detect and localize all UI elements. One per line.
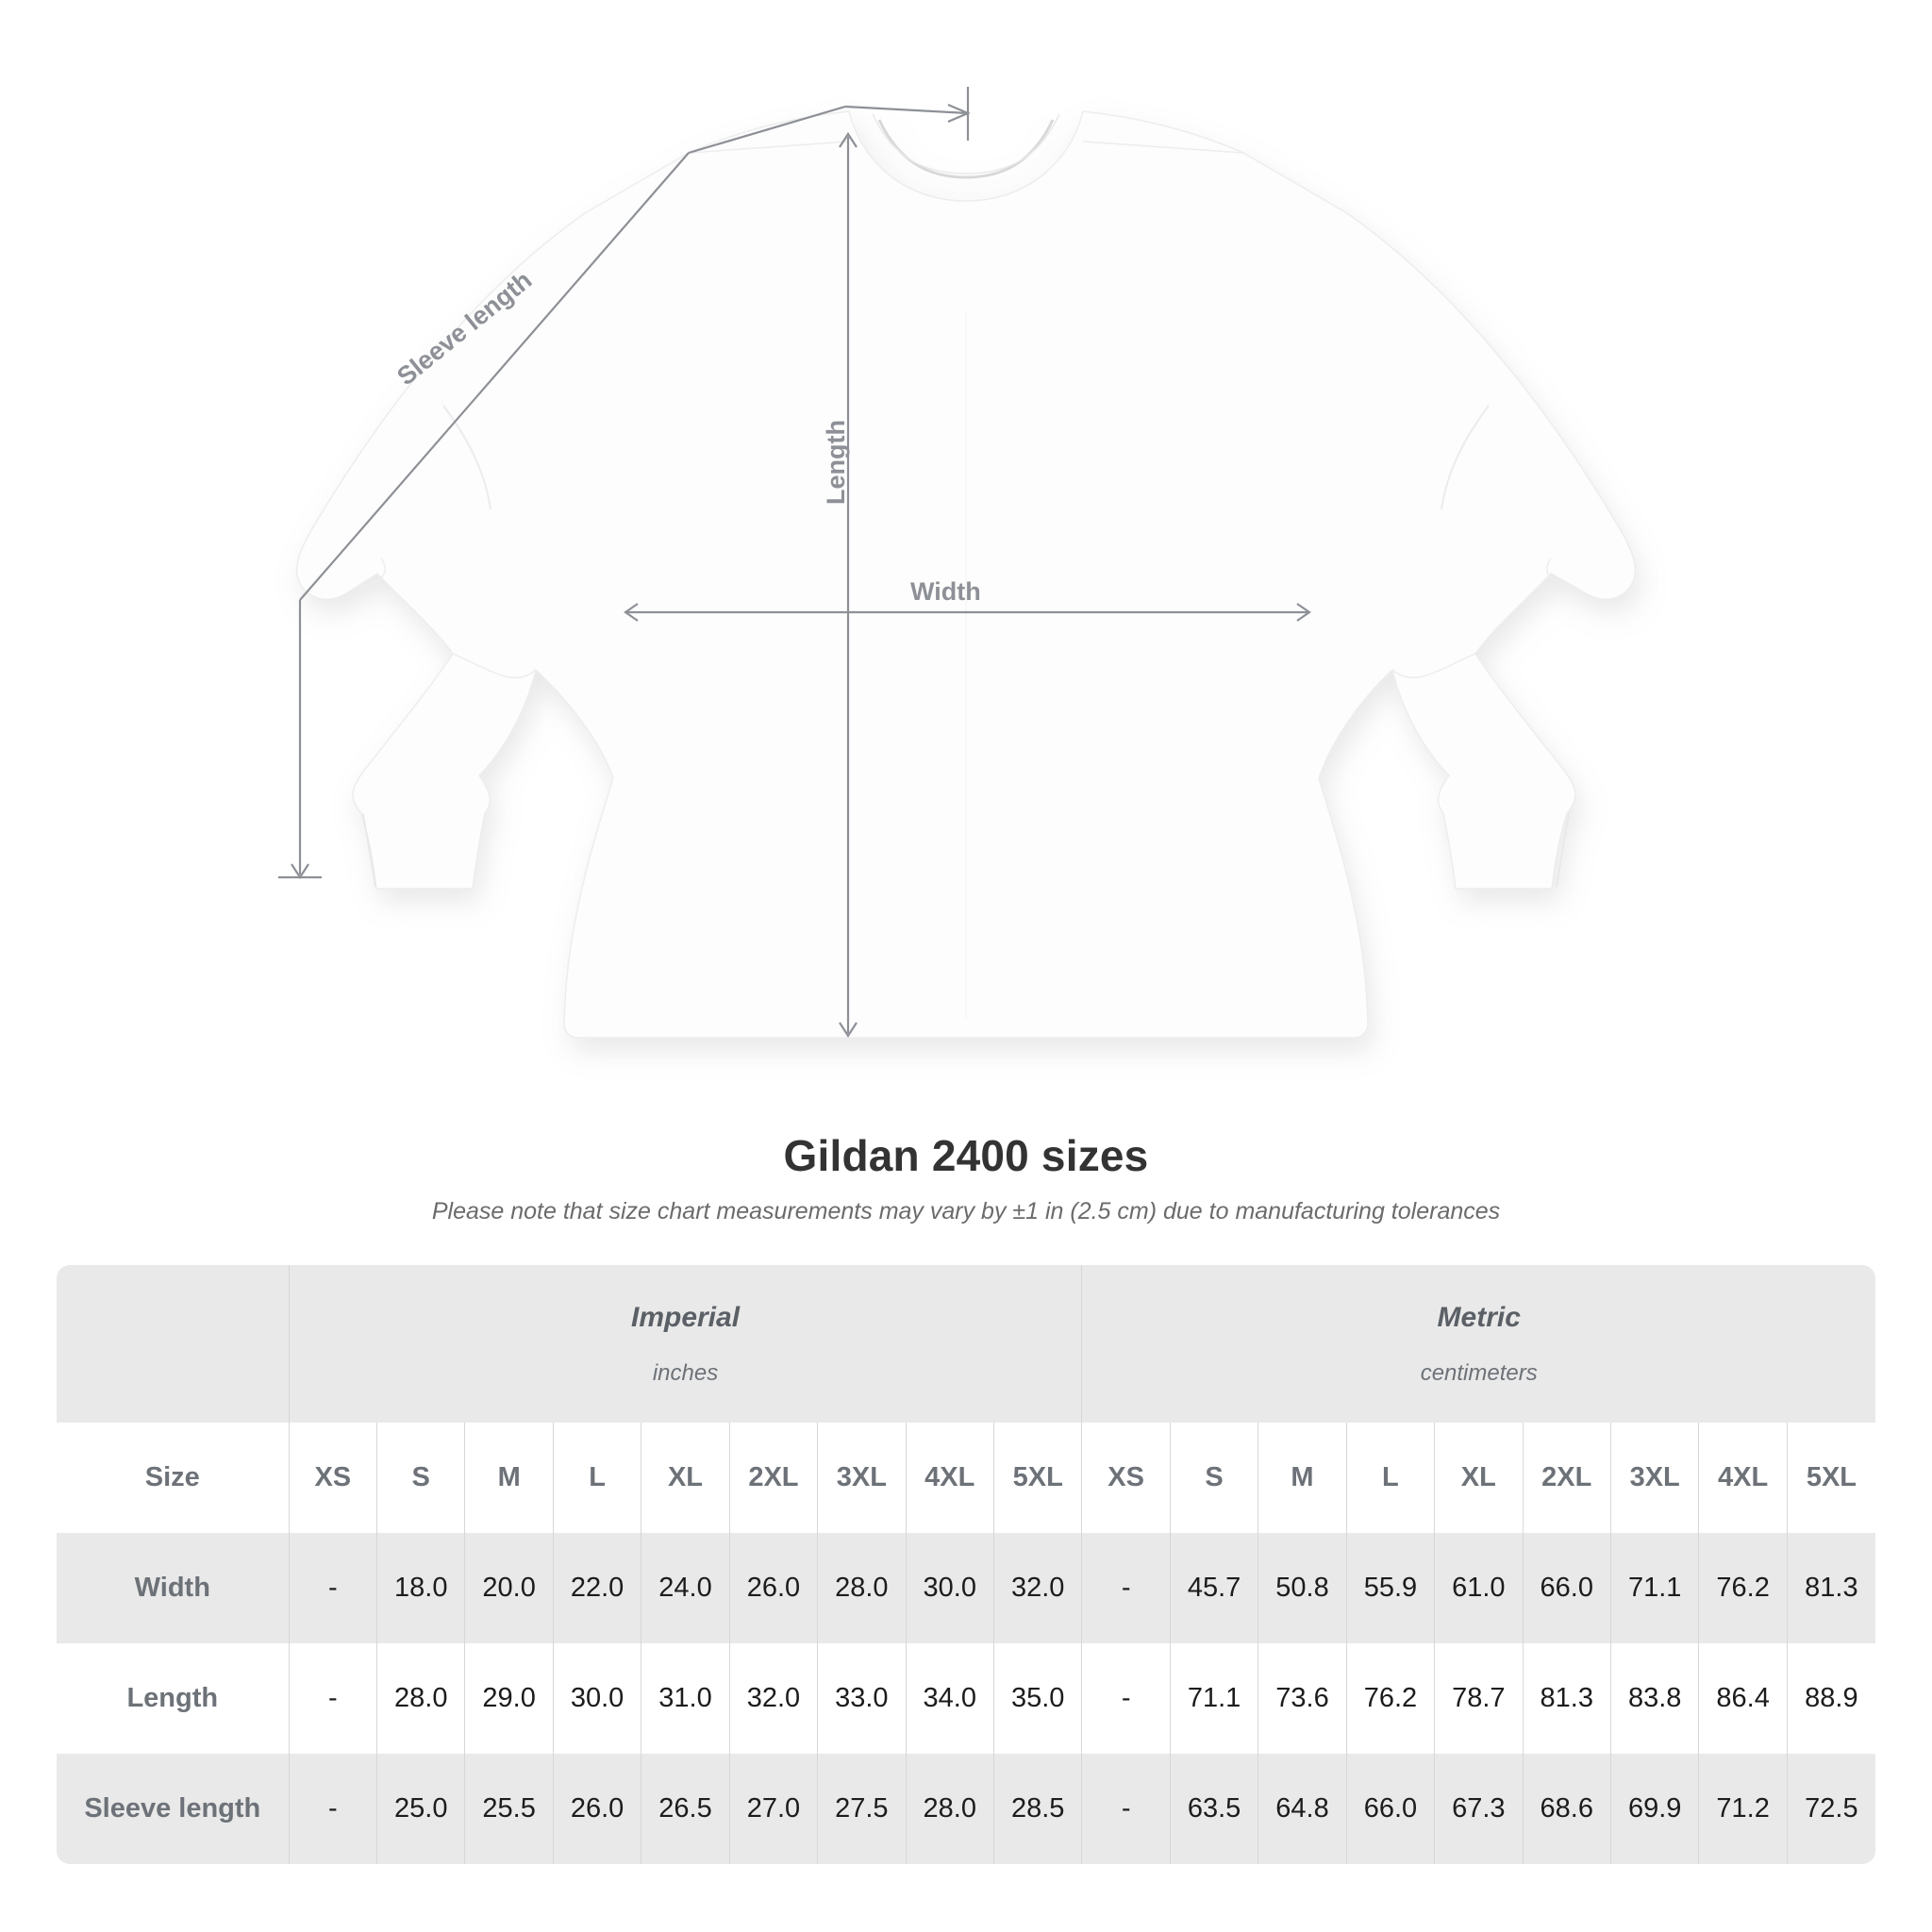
svg-text:Length: Length <box>822 420 850 505</box>
svg-text:Width: Width <box>910 577 981 606</box>
